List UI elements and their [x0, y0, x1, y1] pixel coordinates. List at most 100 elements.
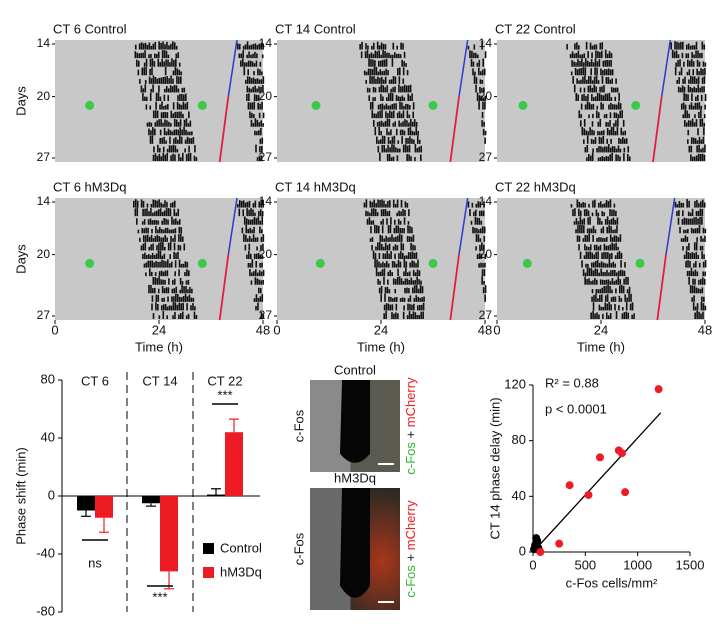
activity — [387, 137, 390, 144]
activity — [473, 75, 476, 84]
activity — [592, 113, 594, 119]
activity — [169, 254, 171, 259]
activity — [612, 229, 614, 234]
activity — [180, 76, 182, 84]
activity — [371, 208, 373, 217]
activity — [143, 228, 145, 234]
activity — [136, 200, 139, 208]
activity — [237, 43, 239, 50]
activity — [406, 236, 409, 242]
activity — [608, 225, 610, 234]
activity — [152, 243, 154, 251]
activity — [142, 243, 145, 251]
activity — [413, 252, 416, 259]
activity — [163, 88, 166, 93]
activity — [481, 120, 483, 127]
activity — [256, 88, 258, 93]
activity — [185, 280, 188, 285]
activity — [472, 61, 475, 67]
activity — [173, 251, 175, 259]
activity — [701, 86, 703, 93]
activity — [242, 50, 245, 59]
activity — [143, 219, 146, 225]
activity — [384, 242, 387, 251]
activity — [685, 93, 687, 101]
activity — [697, 76, 700, 84]
activity — [181, 152, 184, 161]
activity — [138, 43, 141, 50]
activity — [384, 87, 387, 93]
activity — [368, 53, 371, 59]
activity — [383, 135, 386, 144]
activity — [609, 234, 612, 242]
activity — [168, 78, 170, 84]
activity — [180, 263, 183, 268]
activity — [596, 279, 598, 285]
activity — [258, 155, 261, 161]
activity — [403, 51, 406, 59]
activity — [396, 112, 399, 119]
activity — [628, 156, 631, 161]
activity — [600, 268, 602, 277]
point — [617, 449, 626, 458]
x-axis-title: Time (h) — [577, 339, 625, 354]
activity — [415, 252, 418, 259]
activity — [624, 294, 626, 302]
activity — [580, 79, 582, 84]
activity — [160, 112, 163, 119]
activity — [388, 210, 391, 217]
activity — [611, 237, 614, 242]
activity — [147, 254, 150, 259]
activity — [383, 70, 385, 76]
activity — [249, 263, 252, 268]
activity — [159, 147, 161, 153]
activity — [171, 131, 174, 136]
activity — [243, 66, 246, 76]
activity — [402, 281, 405, 285]
activity — [584, 58, 587, 67]
activity — [622, 137, 624, 144]
y-tick-label: 80 — [41, 371, 55, 386]
onset-line — [660, 39, 672, 97]
activity — [689, 253, 692, 259]
activity — [365, 199, 368, 208]
y-tick-label: 14 — [479, 194, 493, 208]
activity — [619, 103, 622, 110]
activity — [367, 45, 369, 50]
activity — [698, 111, 700, 119]
x-axis-title: Time (h) — [357, 339, 405, 354]
activity — [145, 66, 147, 76]
activity — [599, 244, 602, 251]
activity — [683, 61, 685, 67]
activity — [391, 260, 394, 268]
activity — [398, 84, 400, 93]
bar — [207, 494, 225, 496]
y-axis-title: Phase shift (min) — [13, 447, 28, 545]
activity — [608, 104, 610, 110]
category-label: CT 22 — [207, 373, 242, 388]
activity — [483, 121, 485, 127]
activity — [155, 92, 158, 101]
activity — [158, 199, 160, 208]
activity — [391, 58, 394, 67]
activity — [368, 217, 371, 225]
activity — [262, 123, 264, 127]
activity — [142, 43, 145, 50]
activity — [186, 303, 188, 311]
activity — [683, 120, 686, 127]
activity — [191, 288, 193, 294]
activity — [407, 85, 410, 93]
activity — [158, 315, 161, 319]
activity — [679, 59, 681, 67]
activity — [606, 216, 609, 225]
activity — [605, 312, 608, 319]
activity — [155, 260, 157, 268]
activity — [162, 111, 165, 119]
activity — [671, 49, 674, 59]
activity — [676, 211, 678, 217]
activity — [253, 271, 255, 277]
activity — [582, 76, 584, 84]
activity — [697, 254, 700, 259]
activity — [241, 58, 244, 67]
activity — [621, 313, 624, 319]
